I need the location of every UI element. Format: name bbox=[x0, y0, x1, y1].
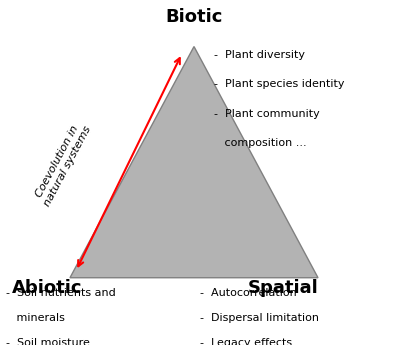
Text: Coevolution in
natural systems: Coevolution in natural systems bbox=[32, 119, 92, 208]
Text: -  Legacy effects: - Legacy effects bbox=[200, 338, 292, 345]
Text: minerals: minerals bbox=[6, 313, 65, 323]
Text: -  Soil moisture: - Soil moisture bbox=[6, 338, 90, 345]
Text: -  Dispersal limitation: - Dispersal limitation bbox=[200, 313, 319, 323]
Text: composition ...: composition ... bbox=[214, 138, 307, 148]
Text: -  Plant species identity: - Plant species identity bbox=[214, 79, 344, 89]
Text: Biotic: Biotic bbox=[165, 8, 223, 26]
Text: Abiotic: Abiotic bbox=[12, 279, 82, 297]
Text: -  Soil nutrients and: - Soil nutrients and bbox=[6, 288, 116, 298]
Polygon shape bbox=[70, 47, 318, 278]
FancyArrowPatch shape bbox=[78, 58, 180, 266]
Text: Spatial: Spatial bbox=[248, 279, 319, 297]
Text: -  Plant diversity: - Plant diversity bbox=[214, 50, 305, 60]
Text: -  Autocorrelation: - Autocorrelation bbox=[200, 288, 297, 298]
Text: -  Plant community: - Plant community bbox=[214, 109, 320, 119]
